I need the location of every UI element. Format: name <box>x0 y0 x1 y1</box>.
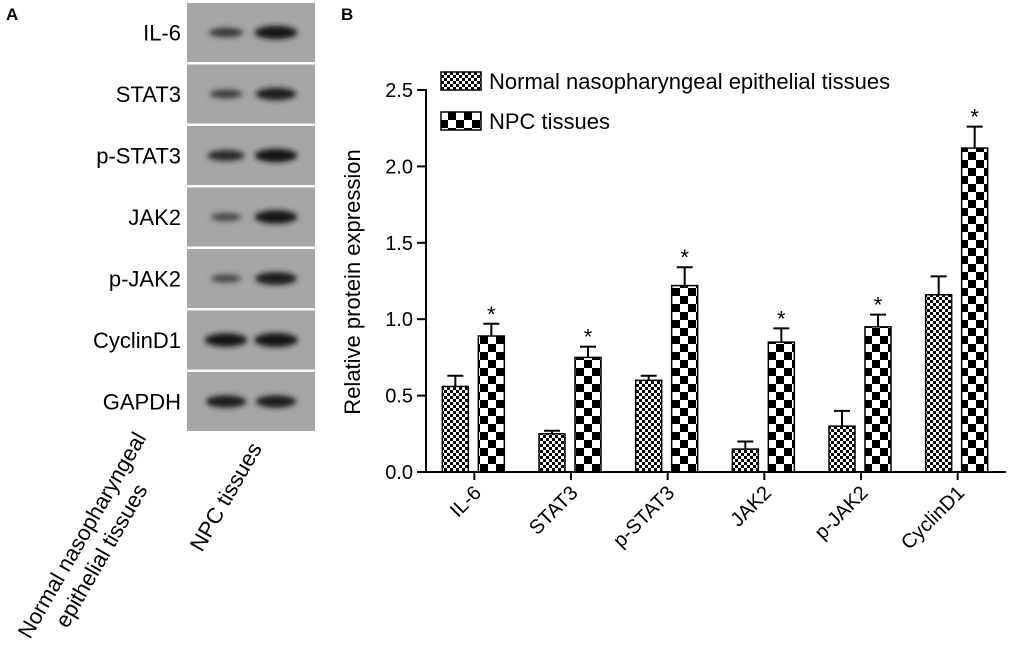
bars <box>441 147 989 473</box>
protein-label: GAPDH <box>103 390 181 415</box>
x-tick-label: STAT3 <box>525 482 582 539</box>
protein-label: p-JAK2 <box>109 267 181 292</box>
panel-a-letter: A <box>6 5 18 24</box>
y-tick-label: 0.5 <box>385 386 413 408</box>
protein-label: JAK2 <box>128 205 181 230</box>
legend: Normal nasopharyngeal epithelial tissues… <box>440 69 890 134</box>
blot-row-5: p-JAK2 <box>109 249 315 308</box>
bar-npc <box>574 356 602 473</box>
legend-item-npc: NPC tissues <box>440 109 610 134</box>
bar-normal <box>924 294 953 473</box>
protein-label: p-STAT3 <box>96 144 181 169</box>
protein-label: CyclinD1 <box>93 328 181 353</box>
bar-normal <box>731 448 760 473</box>
legend-swatch <box>440 111 482 131</box>
blot-row-4: JAK2 <box>128 187 315 247</box>
blot-row-7: GAPDH <box>103 372 315 431</box>
lane-label-npc: NPC tissues <box>185 438 267 555</box>
bar-normal <box>441 385 470 473</box>
band-lane-1 <box>209 89 243 99</box>
significance-star: * <box>487 302 496 327</box>
significance-star: * <box>584 325 593 350</box>
western-blot: IL-6 STAT3 p-STAT3 JAK2 p-JAK2 CyclinD1 GAPDH <box>93 3 315 431</box>
panel-b-letter: B <box>341 5 353 24</box>
legend-swatch <box>440 71 482 91</box>
bar-npc <box>767 341 796 473</box>
blot-row-3: p-STAT3 <box>96 126 315 185</box>
lane-labels: Normal nasopharyngealepithelial tissues N… <box>13 428 267 656</box>
band-lane-1 <box>207 150 245 161</box>
y-tick-label: 2.0 <box>385 156 413 178</box>
band-lane-2 <box>255 272 297 285</box>
legend-label: Normal nasopharyngeal epithelial tissues <box>489 69 890 94</box>
blot-row-6: CyclinD1 <box>93 310 315 370</box>
protein-label: IL-6 <box>143 21 181 46</box>
y-tick-label: 2.5 <box>385 80 413 102</box>
significance-star: * <box>874 293 883 318</box>
band-lane-1 <box>210 274 242 283</box>
bar-npc <box>477 335 506 473</box>
band-lane-2 <box>255 87 297 101</box>
significance-markers: * * * * * * <box>487 105 979 350</box>
band-lane-2 <box>254 333 298 347</box>
band-lane-2 <box>255 395 297 408</box>
x-tick-label: CyclinD1 <box>897 482 969 554</box>
y-axis: 0.0 0.5 1.0 1.5 2.0 2.5 <box>385 80 427 484</box>
blot-row-1: IL-6 <box>143 3 315 62</box>
y-tick-label: 0.0 <box>385 462 413 484</box>
significance-star: * <box>777 306 786 331</box>
y-tick-label: 1.0 <box>385 309 413 331</box>
legend-item-normal: Normal nasopharyngeal epithelial tissues <box>440 69 890 94</box>
band-lane-1 <box>209 27 243 38</box>
y-axis-title: Relative protein expression <box>340 149 365 414</box>
lane-label-normal: Normal nasopharyngealepithelial tissues <box>13 428 175 656</box>
x-tick-label: JAK2 <box>727 482 776 531</box>
band-lane-1 <box>210 213 242 221</box>
bar-normal <box>538 433 566 473</box>
bar-npc <box>864 326 892 473</box>
bar-npc <box>670 284 699 473</box>
band-lane-1 <box>205 395 247 408</box>
band-lane-2 <box>254 25 298 40</box>
x-tick-label: p-JAK2 <box>811 482 873 544</box>
legend-label: NPC tissues <box>489 109 610 134</box>
x-tick-label: p-STAT3 <box>609 482 679 552</box>
band-lane-2 <box>254 148 298 163</box>
x-axis: IL-6 STAT3 p-STAT3 JAK2 p-JAK2 CyclinD1 <box>425 471 1006 554</box>
bar-normal <box>634 379 663 473</box>
significance-star: * <box>970 105 979 130</box>
band-lane-2 <box>254 210 298 224</box>
error-bars <box>447 125 983 450</box>
bar-normal <box>828 425 856 473</box>
protein-label: STAT3 <box>116 82 181 107</box>
bar-chart: * * * * * * 0.0 0.5 1.0 1.5 2.0 2.5 IL-6 STAT3 p-STA… <box>340 69 1006 554</box>
x-tick-label: IL-6 <box>446 482 486 522</box>
blot-row-2: STAT3 <box>116 64 315 124</box>
band-lane-1 <box>204 333 248 347</box>
significance-star: * <box>680 245 689 270</box>
y-tick-label: 1.5 <box>385 233 413 255</box>
bar-npc <box>960 147 989 473</box>
